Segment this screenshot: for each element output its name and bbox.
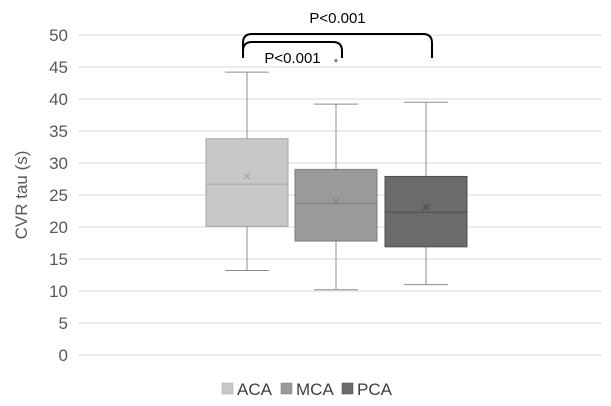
y-tick-label: 30 (49, 154, 68, 173)
y-tick-label: 45 (49, 58, 68, 77)
box-aca (205, 71, 289, 272)
y-tick-label: 35 (49, 122, 68, 141)
iqr-box (384, 175, 468, 248)
iqr-box (294, 168, 378, 242)
legend-label-pca: PCA (357, 380, 393, 399)
y-tick-label: 10 (49, 282, 68, 301)
legend-label-aca: ACA (237, 380, 273, 399)
box-mca (294, 59, 378, 291)
y-axis-ticks: 0 5 10 15 20 25 30 35 40 45 50 (49, 26, 68, 365)
y-axis-title: CVR tau (s) (12, 151, 31, 240)
box-pca (384, 101, 468, 286)
mean-marker (243, 173, 251, 180)
box-series (205, 59, 468, 291)
iqr-box (205, 138, 289, 227)
y-tick-label: 40 (49, 90, 68, 109)
y-tick-label: 20 (49, 218, 68, 237)
significance-bracket (242, 33, 433, 58)
outlier-point (334, 59, 338, 63)
legend-label-mca: MCA (296, 380, 334, 399)
mean-marker (332, 197, 340, 205)
significance-brackets: P<0.001 P<0.001 (242, 10, 433, 67)
p-value-label: P<0.001 (264, 50, 320, 67)
legend-swatch-aca (221, 382, 234, 395)
legend-swatch-pca (341, 382, 354, 395)
y-tick-label: 0 (59, 346, 68, 365)
legend-swatch-mca (280, 382, 293, 395)
p-value-label: P<0.001 (309, 10, 365, 27)
legend: ACA MCA PCA (221, 380, 393, 399)
y-tick-label: 5 (59, 314, 68, 333)
y-tick-label: 25 (49, 186, 68, 205)
mean-marker (422, 203, 430, 211)
y-tick-label: 50 (49, 26, 68, 45)
y-tick-label: 15 (49, 250, 68, 269)
